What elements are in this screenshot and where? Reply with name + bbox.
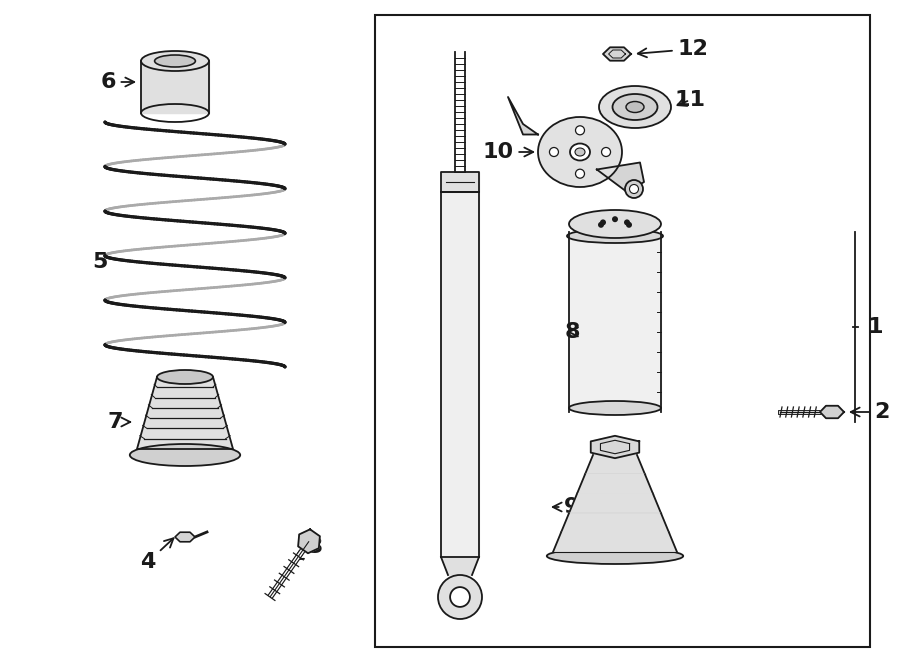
Circle shape xyxy=(550,148,559,156)
Text: 5: 5 xyxy=(93,252,108,272)
Circle shape xyxy=(600,219,606,225)
Ellipse shape xyxy=(575,148,585,156)
Text: 12: 12 xyxy=(638,39,708,59)
Polygon shape xyxy=(441,557,479,575)
Polygon shape xyxy=(508,97,538,134)
Text: 3: 3 xyxy=(294,537,323,559)
Ellipse shape xyxy=(570,144,590,160)
Polygon shape xyxy=(577,475,653,494)
Ellipse shape xyxy=(547,548,683,564)
Text: 1: 1 xyxy=(868,317,884,337)
Text: 11: 11 xyxy=(674,90,706,110)
Text: 6: 6 xyxy=(100,72,134,92)
Text: 10: 10 xyxy=(482,142,533,162)
Polygon shape xyxy=(590,436,639,458)
Polygon shape xyxy=(569,236,661,404)
Ellipse shape xyxy=(567,229,663,243)
Bar xyxy=(375,15,870,647)
Polygon shape xyxy=(820,406,844,418)
Polygon shape xyxy=(298,530,320,553)
Ellipse shape xyxy=(569,210,661,238)
Polygon shape xyxy=(141,61,209,113)
Text: 9: 9 xyxy=(553,497,580,517)
Text: 8: 8 xyxy=(564,322,580,342)
Polygon shape xyxy=(441,192,479,557)
Polygon shape xyxy=(441,172,479,192)
Text: 4: 4 xyxy=(140,538,174,572)
Polygon shape xyxy=(561,513,669,533)
Polygon shape xyxy=(597,162,644,192)
Ellipse shape xyxy=(130,444,240,466)
Circle shape xyxy=(575,169,584,178)
Circle shape xyxy=(450,587,470,607)
Circle shape xyxy=(626,222,632,228)
Ellipse shape xyxy=(141,51,209,71)
Circle shape xyxy=(598,222,604,228)
Ellipse shape xyxy=(538,117,622,187)
Ellipse shape xyxy=(613,94,658,120)
Polygon shape xyxy=(137,377,233,449)
Circle shape xyxy=(629,185,638,193)
Text: 2: 2 xyxy=(850,402,890,422)
Polygon shape xyxy=(175,532,195,542)
Polygon shape xyxy=(455,52,465,172)
Ellipse shape xyxy=(157,370,213,384)
Circle shape xyxy=(438,575,482,619)
Polygon shape xyxy=(585,455,645,475)
Ellipse shape xyxy=(599,86,671,128)
Circle shape xyxy=(625,180,643,198)
Text: 7: 7 xyxy=(107,412,130,432)
Polygon shape xyxy=(603,47,631,61)
Polygon shape xyxy=(569,494,661,513)
Circle shape xyxy=(575,126,584,135)
Polygon shape xyxy=(553,533,677,552)
Circle shape xyxy=(624,219,630,225)
Ellipse shape xyxy=(569,401,661,415)
Circle shape xyxy=(612,216,618,222)
Ellipse shape xyxy=(626,101,644,113)
Circle shape xyxy=(601,148,610,156)
Ellipse shape xyxy=(155,55,195,67)
